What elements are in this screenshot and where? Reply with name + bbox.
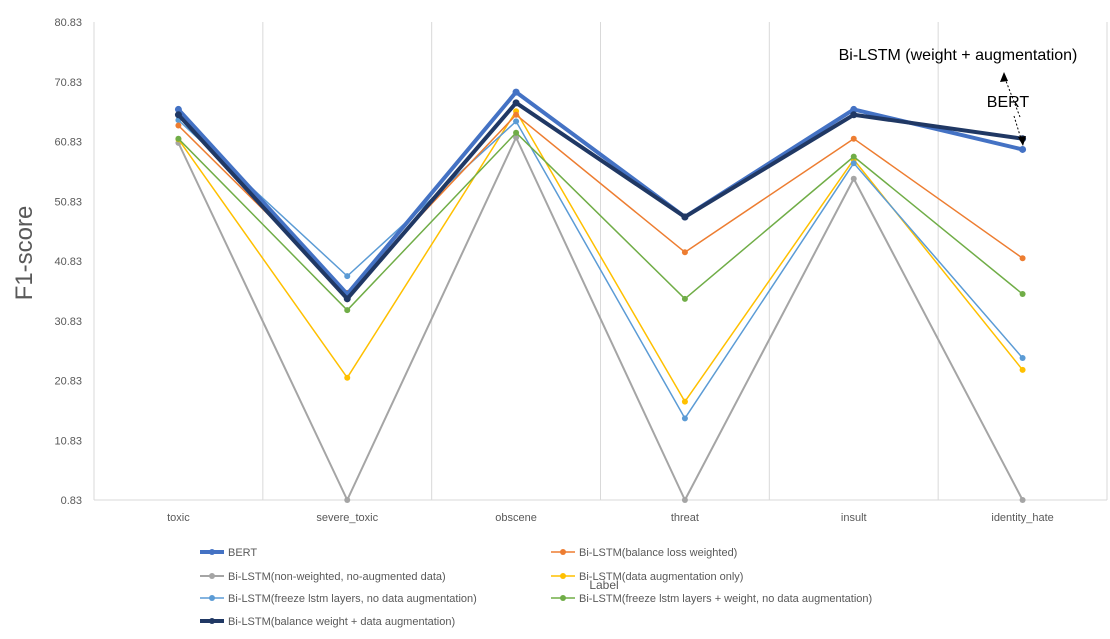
data-point <box>512 88 520 96</box>
data-point <box>175 135 182 142</box>
data-point <box>344 374 351 381</box>
annotations: Bi-LSTM (weight + augmentation) BERT <box>839 47 1078 146</box>
legend-item: Bi-LSTM(freeze lstm layers + weight, no … <box>551 593 872 605</box>
x-tick-label: obscene <box>495 512 537 524</box>
data-point <box>512 99 520 107</box>
data-point <box>174 111 182 119</box>
data-point <box>1019 354 1026 361</box>
data-point <box>344 497 351 503</box>
data-point <box>174 105 182 113</box>
legend-label: Bi-LSTM(non-weighted, no-augmented data) <box>228 571 446 583</box>
legend-swatch-marker <box>209 618 215 624</box>
data-point <box>344 273 351 280</box>
x-tick-label: toxic <box>167 512 190 524</box>
y-axis-ticks: 0.83 10.83 20.83 30.83 40.83 50.83 60.83 70.83 8… <box>54 17 82 507</box>
legend-item: Bi-LSTM(non-weighted, no-augmented data) <box>200 571 446 583</box>
legend-swatch-marker <box>560 549 566 555</box>
legend-swatch-marker <box>560 595 566 601</box>
data-point <box>344 307 351 314</box>
y-tick-label: 50.83 <box>54 196 82 208</box>
annotation-arrow-bert <box>1013 115 1023 143</box>
y-tick-label: 20.83 <box>54 376 82 388</box>
data-point <box>343 295 351 303</box>
annotation-arrowhead-bert <box>1018 136 1026 146</box>
data-point <box>513 118 520 125</box>
legend-item: Bi-LSTM(data augmentation only) <box>551 571 743 583</box>
y-tick-label: 80.83 <box>54 17 82 29</box>
annotation-arrow-bilstm <box>1003 75 1021 118</box>
legend-item: Bi-LSTM(balance weight + data augmentati… <box>200 616 455 628</box>
data-point <box>850 153 857 160</box>
data-point <box>850 105 858 113</box>
data-point <box>850 175 857 182</box>
x-axis-label: Label <box>589 578 618 592</box>
legend-swatch-marker <box>209 595 215 601</box>
data-point <box>513 129 520 136</box>
series-line <box>177 131 1024 311</box>
x-tick-label: threat <box>671 512 699 524</box>
x-tick-label: identity_hate <box>991 512 1053 524</box>
data-point <box>681 497 688 503</box>
data-point <box>850 160 857 167</box>
data-point <box>513 134 520 141</box>
legend-label: Bi-LSTM(data augmentation only) <box>579 571 743 583</box>
data-point <box>1019 291 1026 298</box>
x-tick-label: severe_toxic <box>316 512 378 524</box>
x-axis-ticks: toxic severe_toxic obscene threat insult iden… <box>167 512 1054 524</box>
data-point <box>681 415 688 422</box>
grid <box>93 22 1108 501</box>
series-line <box>177 119 1024 420</box>
legend: BERT Bi-LSTM(balance loss weighted) Bi-LST… <box>200 547 872 628</box>
legend-swatch-marker <box>560 573 566 579</box>
data-point <box>1019 145 1027 153</box>
annotation-bert: BERT <box>987 94 1030 111</box>
annotation-bilstm: Bi-LSTM (weight + augmentation) <box>839 47 1078 64</box>
legend-label: Bi-LSTM(balance loss weighted) <box>579 547 737 559</box>
data-point <box>681 295 688 302</box>
legend-item: Bi-LSTM(balance loss weighted) <box>551 547 737 559</box>
series-line <box>176 90 1024 297</box>
series-line <box>177 136 1024 501</box>
data-point <box>850 135 857 142</box>
series-lines <box>174 88 1027 503</box>
data-point <box>1019 255 1026 262</box>
data-point <box>681 213 689 221</box>
y-axis-label: F1-score <box>11 206 38 301</box>
series-6 <box>174 99 1027 303</box>
series-5 <box>175 129 1026 314</box>
data-point <box>1019 366 1026 373</box>
annotation-arrowhead-bilstm <box>1000 72 1008 82</box>
data-point <box>1019 497 1026 503</box>
data-point <box>850 111 858 119</box>
data-point <box>681 249 688 256</box>
data-point <box>681 398 688 405</box>
y-tick-label: 70.83 <box>54 77 82 89</box>
data-point <box>513 111 520 118</box>
y-tick-label: 60.83 <box>54 137 82 149</box>
legend-swatch-marker <box>209 573 215 579</box>
legend-label: Bi-LSTM(balance weight + data augmentati… <box>228 616 455 628</box>
legend-item: Bi-LSTM(freeze lstm layers, no data augm… <box>200 593 477 605</box>
legend-item: BERT <box>200 547 257 559</box>
legend-label: Bi-LSTM(freeze lstm layers + weight, no … <box>579 593 872 605</box>
legend-label: BERT <box>228 547 257 559</box>
y-tick-label: 40.83 <box>54 256 82 268</box>
data-point <box>175 122 182 129</box>
x-tick-label: insult <box>841 512 867 524</box>
y-tick-label: 30.83 <box>54 316 82 328</box>
series-line <box>176 100 1023 301</box>
legend-swatch-marker <box>209 549 215 555</box>
legend-label: Bi-LSTM(freeze lstm layers, no data augm… <box>228 593 477 605</box>
y-tick-label: 10.83 <box>54 435 82 447</box>
y-tick-label: 0.83 <box>61 495 82 507</box>
